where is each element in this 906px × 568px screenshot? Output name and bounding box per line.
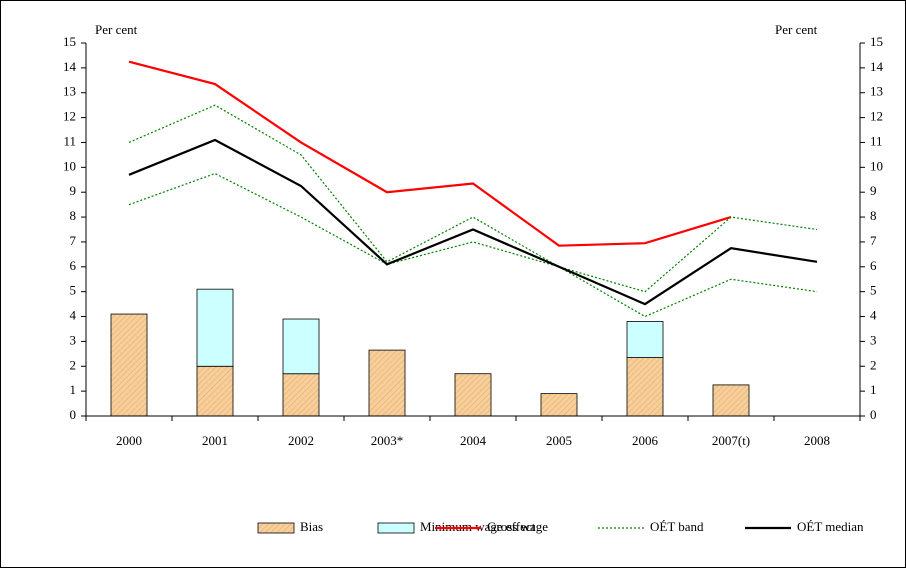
legend-label: OÉT median: [797, 519, 864, 534]
y2-tick-label: 10: [870, 158, 883, 173]
y-tick-label: 5: [70, 283, 77, 298]
x-tick-label: 2004: [460, 433, 487, 448]
y2-tick-label: 3: [870, 332, 877, 347]
y2-tick-label: 6: [870, 258, 877, 273]
x-tick-label: 2008: [804, 433, 830, 448]
line: [128, 60, 732, 247]
y2-tick-label: 9: [870, 183, 877, 198]
y-tick-label: 11: [63, 133, 76, 148]
line: [128, 138, 818, 306]
y2-tick-label: 13: [870, 84, 883, 99]
y2-tick-label: 14: [870, 59, 884, 74]
bar: [196, 288, 234, 367]
y2-tick-label: 12: [870, 109, 883, 124]
y2-tick-label: 1: [870, 382, 877, 397]
bar: [282, 373, 320, 417]
y-tick-label: 8: [70, 208, 77, 223]
bar: [454, 373, 492, 417]
legend-swatch: [377, 522, 415, 534]
x-tick-label: 2001: [202, 433, 228, 448]
y-axis-label: Per cent: [95, 22, 138, 37]
bar: [110, 313, 148, 417]
bar: [282, 318, 320, 375]
x-tick-label: 2002: [288, 433, 314, 448]
x-tick-label: 2005: [546, 433, 572, 448]
legend-label: OÉT band: [650, 519, 704, 534]
legend-label: Bias: [300, 519, 323, 534]
x-tick-label: 2000: [116, 433, 142, 448]
legend-label: Minimum wage effect: [420, 519, 536, 534]
y2-tick-label: 4: [870, 308, 877, 323]
y2-axis-label: Per cent: [775, 22, 818, 37]
y-tick-label: 12: [63, 109, 76, 124]
y-tick-label: 3: [70, 332, 77, 347]
y2-tick-label: 8: [870, 208, 877, 223]
bar: [626, 357, 664, 417]
y2-tick-label: 2: [870, 357, 877, 372]
y-tick-label: 15: [63, 34, 76, 49]
x-tick-label: 2003*: [371, 433, 404, 448]
x-tick-label: 2007(t): [712, 433, 750, 448]
y2-tick-label: 5: [870, 283, 877, 298]
x-tick-label: 2006: [632, 433, 659, 448]
y-tick-label: 0: [70, 407, 77, 422]
y-tick-label: 14: [63, 59, 77, 74]
y-tick-label: 1: [70, 382, 77, 397]
y2-tick-label: 11: [870, 133, 883, 148]
y-tick-label: 2: [70, 357, 77, 372]
bar: [540, 393, 578, 417]
y-tick-label: 10: [63, 158, 76, 173]
bar: [368, 349, 406, 417]
band-upper: [128, 104, 818, 293]
legend-label: Gross wage: [487, 519, 548, 534]
y2-tick-label: 0: [870, 407, 877, 422]
y2-tick-label: 7: [870, 233, 877, 248]
legend-swatch: [257, 522, 295, 534]
bar: [196, 365, 234, 417]
y2-tick-label: 15: [870, 34, 883, 49]
y-tick-label: 9: [70, 183, 77, 198]
y-tick-label: 7: [70, 233, 77, 248]
bar: [712, 384, 750, 417]
y-tick-label: 6: [70, 258, 77, 273]
y-tick-label: 13: [63, 84, 76, 99]
y-tick-label: 4: [70, 308, 77, 323]
bar: [626, 321, 664, 358]
